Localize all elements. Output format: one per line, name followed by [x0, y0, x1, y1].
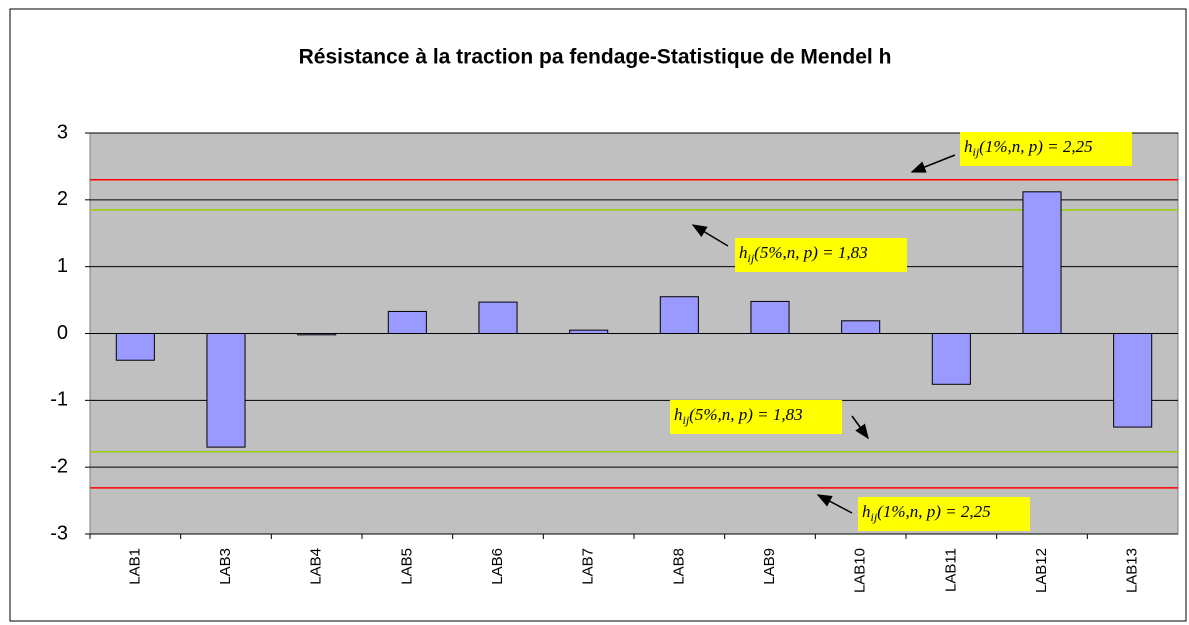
x-tick-label: LAB13	[1124, 548, 1141, 593]
y-tick-label: 0	[57, 322, 68, 344]
annotation-box	[735, 238, 907, 272]
bar	[1113, 333, 1153, 428]
chart-title: Résistance à la traction pa fendage-Stat…	[299, 46, 892, 69]
bar	[841, 320, 881, 334]
bar	[569, 329, 609, 334]
annotation-text: (1%,n, p) = 2,25	[979, 137, 1092, 156]
bar	[750, 300, 790, 335]
x-tick-label: LAB10	[852, 548, 869, 593]
bar	[659, 296, 699, 335]
arrow	[851, 415, 869, 440]
x-tick-label: LAB6	[489, 548, 506, 585]
arrow	[910, 154, 956, 173]
annotation-text: (1%,n, p) = 2,25	[877, 502, 990, 521]
x-tick-label: LAB1	[126, 548, 143, 585]
annotation-h: h	[862, 502, 871, 521]
y-tick-label: 2	[57, 188, 68, 210]
annotation-sub: ij	[748, 251, 755, 265]
annotation-sub: ij	[871, 510, 878, 524]
annotation-h: h	[674, 405, 683, 424]
annotation: hij(1%,n, p) = 2,25	[964, 137, 1093, 159]
annotation: hij(5%,n, p) = 1,83	[739, 243, 868, 265]
annotation-text: (5%,n, p) = 1,83	[689, 405, 802, 424]
x-tick-label: LAB4	[308, 548, 325, 585]
bar	[478, 301, 518, 335]
annotation-h: h	[964, 137, 973, 156]
arrows	[691, 154, 956, 514]
x-tick-label: LAB12	[1033, 548, 1050, 593]
y-tick-label: 1	[57, 255, 68, 277]
x-tick-label: LAB7	[580, 548, 597, 585]
annotation-text: (5%,n, p) = 1,83	[754, 243, 867, 262]
y-tick-label: 3	[57, 121, 68, 143]
annotation-box	[858, 497, 1030, 531]
bar	[387, 310, 427, 335]
annotation: hij(5%,n, p) = 1,83	[674, 405, 803, 427]
bar	[931, 333, 971, 385]
y-tick-label: -3	[50, 522, 68, 544]
x-tick-label: LAB5	[398, 548, 415, 585]
y-tick-label: -2	[50, 455, 68, 477]
x-tick-label: LAB9	[761, 548, 778, 585]
bar	[115, 333, 155, 361]
arrow	[691, 224, 729, 247]
bar	[206, 333, 246, 448]
bar	[297, 333, 337, 336]
annotation-box	[670, 400, 842, 434]
x-tick-label: LAB11	[942, 548, 959, 592]
y-tick-label: -1	[50, 389, 68, 411]
x-tick-label: LAB8	[670, 548, 687, 585]
annotation-box	[960, 132, 1132, 166]
x-tick-label: LAB3	[217, 548, 234, 585]
annotation-sub: ij	[973, 145, 980, 159]
arrow	[816, 494, 853, 514]
annotation: hij(1%,n, p) = 2,25	[862, 502, 991, 524]
annotation-sub: ij	[683, 413, 690, 427]
bar	[1022, 191, 1062, 334]
annotation-h: h	[739, 243, 748, 262]
